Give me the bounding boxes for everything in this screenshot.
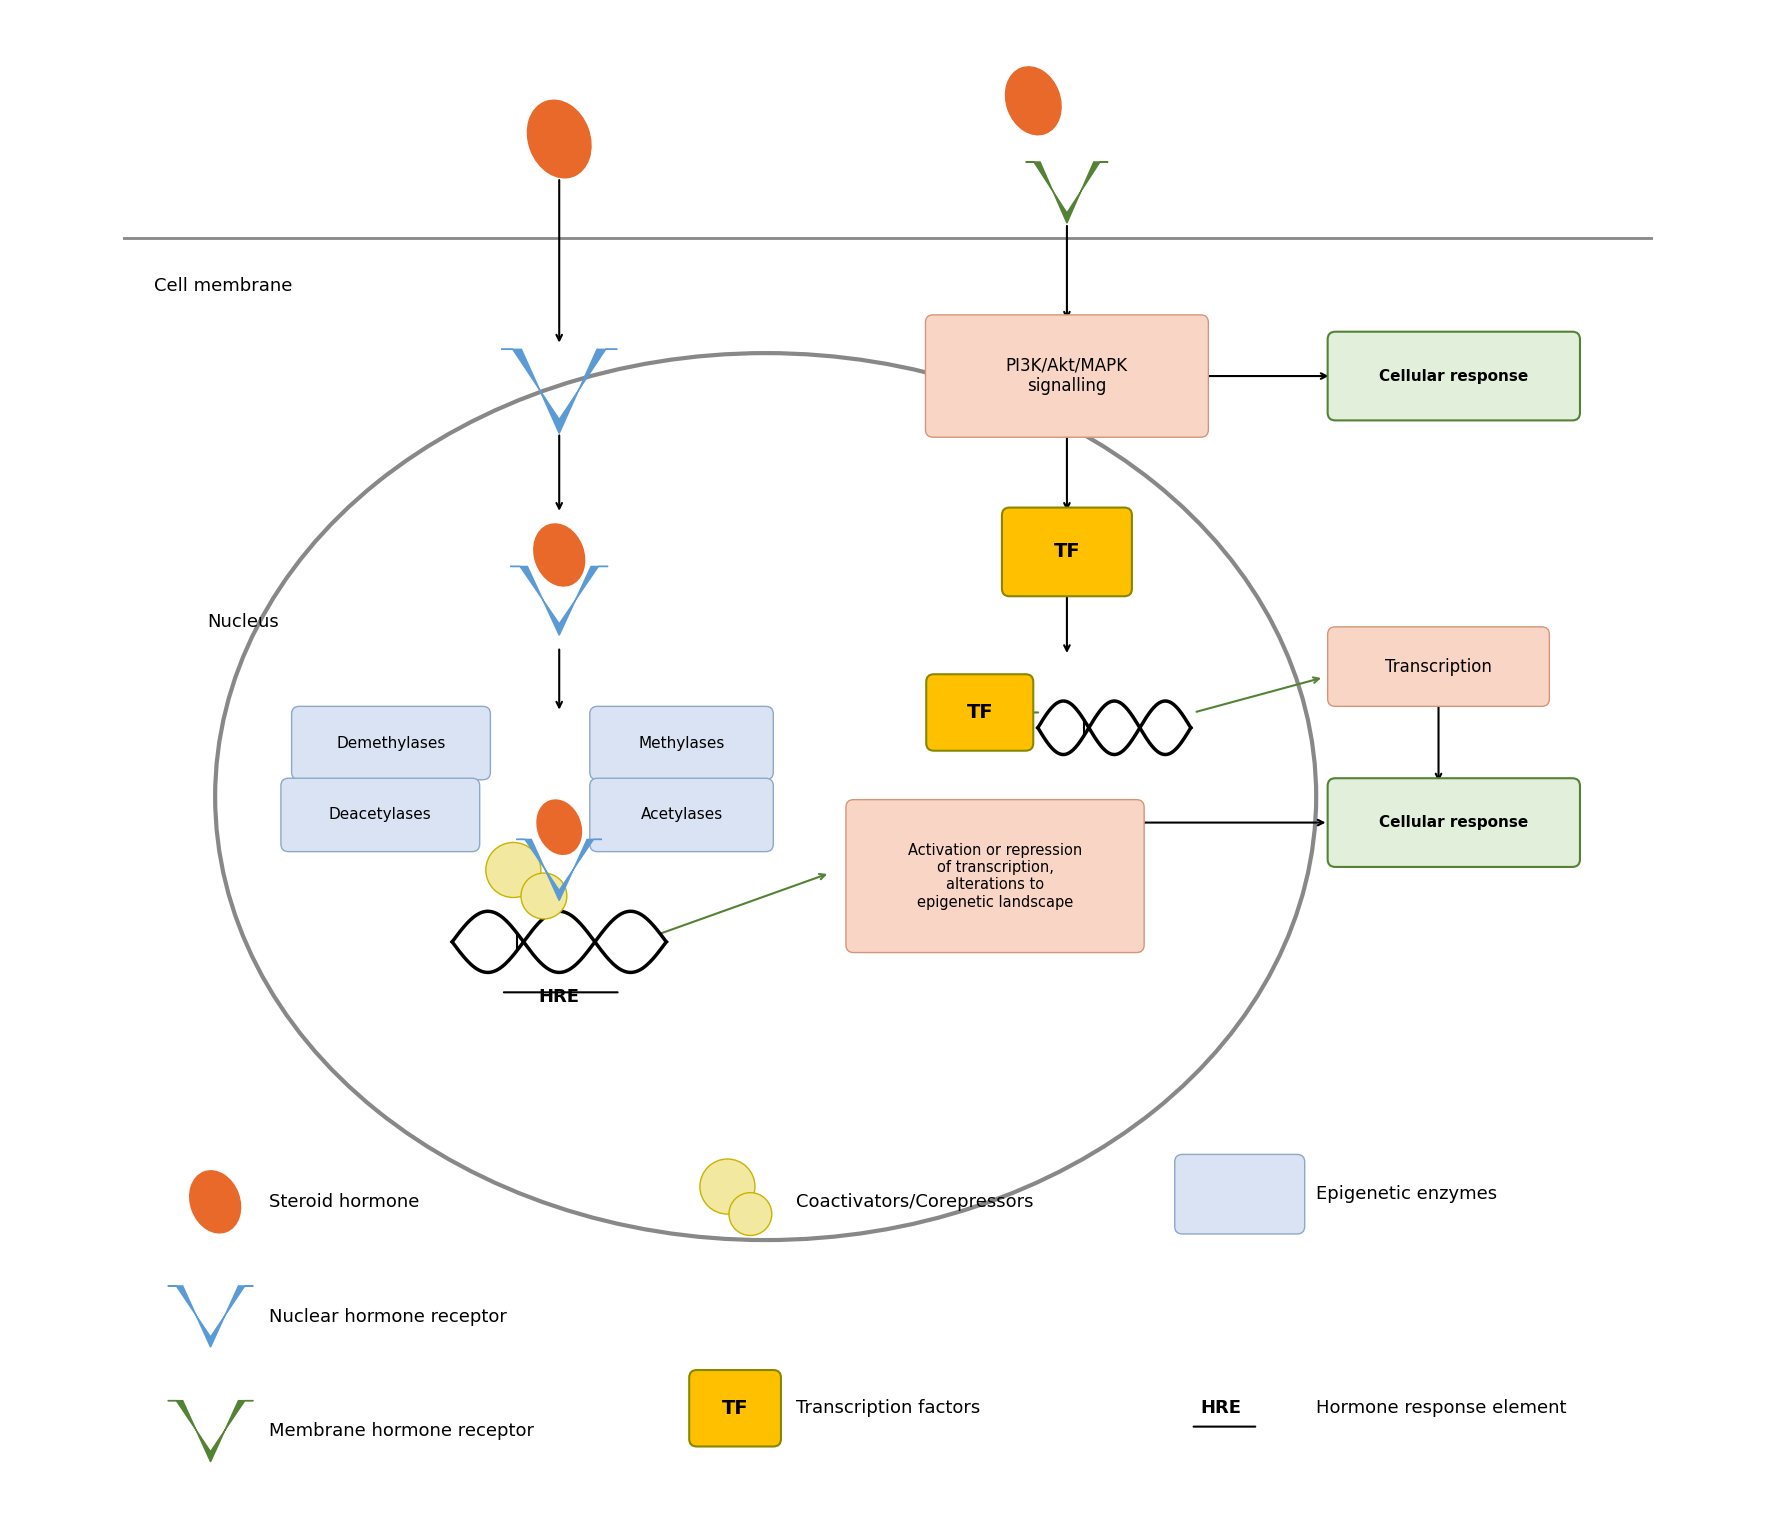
Ellipse shape	[190, 1170, 240, 1233]
Text: Deacetylases: Deacetylases	[329, 807, 432, 823]
Polygon shape	[517, 840, 602, 901]
Text: Transcription factors: Transcription factors	[796, 1399, 980, 1417]
FancyBboxPatch shape	[1002, 507, 1131, 596]
Text: Methylases: Methylases	[638, 735, 725, 751]
Text: PI3K/Akt/MAPK
signalling: PI3K/Akt/MAPK signalling	[1005, 357, 1128, 395]
Text: HRE: HRE	[1201, 1399, 1241, 1417]
FancyBboxPatch shape	[1174, 1155, 1305, 1233]
Circle shape	[728, 1192, 773, 1235]
Polygon shape	[501, 349, 618, 434]
FancyBboxPatch shape	[927, 674, 1034, 751]
Text: Membrane hormone receptor: Membrane hormone receptor	[268, 1422, 533, 1440]
Text: HRE: HRE	[538, 988, 579, 1005]
Text: Epigenetic enzymes: Epigenetic enzymes	[1316, 1186, 1497, 1203]
FancyBboxPatch shape	[1328, 627, 1549, 706]
FancyBboxPatch shape	[590, 778, 773, 852]
Text: Hormone response element: Hormone response element	[1316, 1399, 1566, 1417]
Polygon shape	[1025, 162, 1108, 224]
Text: TF: TF	[966, 703, 993, 722]
Text: Nucleus: Nucleus	[208, 613, 279, 631]
Circle shape	[487, 843, 542, 898]
FancyBboxPatch shape	[925, 316, 1208, 437]
FancyBboxPatch shape	[1328, 332, 1581, 420]
Circle shape	[520, 873, 567, 919]
Text: Transcription: Transcription	[1385, 657, 1492, 676]
FancyBboxPatch shape	[1328, 778, 1581, 867]
Ellipse shape	[535, 524, 584, 587]
Ellipse shape	[536, 800, 581, 855]
FancyBboxPatch shape	[845, 800, 1144, 953]
Text: TF: TF	[1053, 542, 1080, 561]
FancyBboxPatch shape	[291, 706, 490, 780]
Polygon shape	[167, 1400, 254, 1462]
Text: Cellular response: Cellular response	[1380, 369, 1529, 383]
Text: Activation or repression
of transcription,
alterations to
epigenetic landscape: Activation or repression of transcriptio…	[908, 843, 1082, 910]
Text: Cellular response: Cellular response	[1380, 815, 1529, 830]
Text: Demethylases: Demethylases	[336, 735, 446, 751]
Circle shape	[700, 1160, 755, 1213]
Text: Coactivators/Corepressors: Coactivators/Corepressors	[796, 1193, 1034, 1210]
Polygon shape	[167, 1285, 254, 1347]
Text: Acetylases: Acetylases	[641, 807, 723, 823]
Ellipse shape	[1005, 67, 1060, 135]
FancyBboxPatch shape	[689, 1370, 781, 1446]
Text: Steroid hormone: Steroid hormone	[268, 1193, 419, 1210]
Polygon shape	[510, 567, 607, 636]
Text: Nuclear hormone receptor: Nuclear hormone receptor	[268, 1307, 506, 1325]
Text: Cell membrane: Cell membrane	[155, 277, 293, 294]
FancyBboxPatch shape	[590, 706, 773, 780]
FancyBboxPatch shape	[281, 778, 480, 852]
Text: TF: TF	[721, 1399, 748, 1417]
Ellipse shape	[527, 100, 591, 178]
